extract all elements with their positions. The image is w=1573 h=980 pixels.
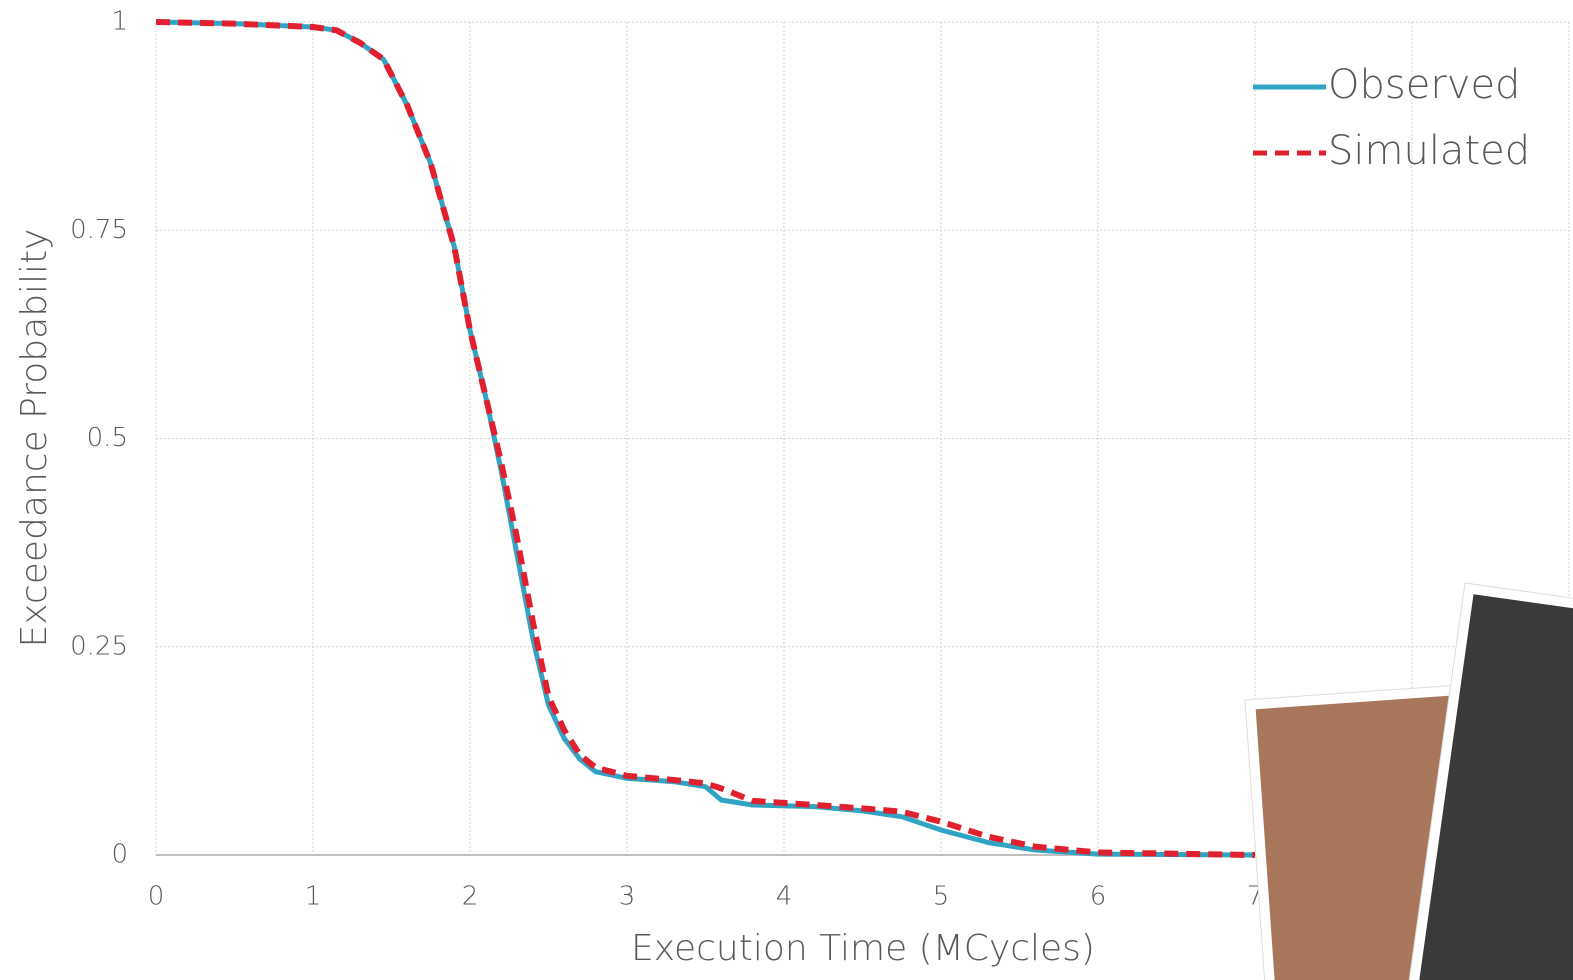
y-tick-label: 1 bbox=[111, 7, 128, 37]
x-tick-label: 2 bbox=[462, 882, 479, 912]
legend-label: Simulated bbox=[1328, 128, 1530, 174]
x-axis-label: Execution Time (MCycles) bbox=[631, 928, 1095, 969]
y-tick-label: 0.25 bbox=[70, 631, 128, 661]
photo bbox=[1405, 582, 1573, 980]
x-tick-label: 5 bbox=[933, 882, 950, 912]
y-tick-label: 0.5 bbox=[87, 423, 128, 453]
y-tick-label: 0.75 bbox=[70, 215, 128, 245]
y-tick-label: 0 bbox=[111, 840, 128, 870]
x-tick-label: 0 bbox=[148, 882, 165, 912]
x-tick-label: 3 bbox=[619, 882, 636, 912]
x-tick-label: 1 bbox=[305, 882, 322, 912]
photos bbox=[1244, 582, 1573, 980]
x-tick-label: 6 bbox=[1090, 882, 1107, 912]
line-series bbox=[155, 19, 1256, 858]
x-tick-label: 4 bbox=[776, 882, 793, 912]
legend-label: Observed bbox=[1328, 62, 1520, 108]
photo-image bbox=[1416, 594, 1573, 980]
line-series bbox=[155, 19, 1256, 858]
y-axis-label: Exceedance Probability bbox=[14, 229, 55, 648]
